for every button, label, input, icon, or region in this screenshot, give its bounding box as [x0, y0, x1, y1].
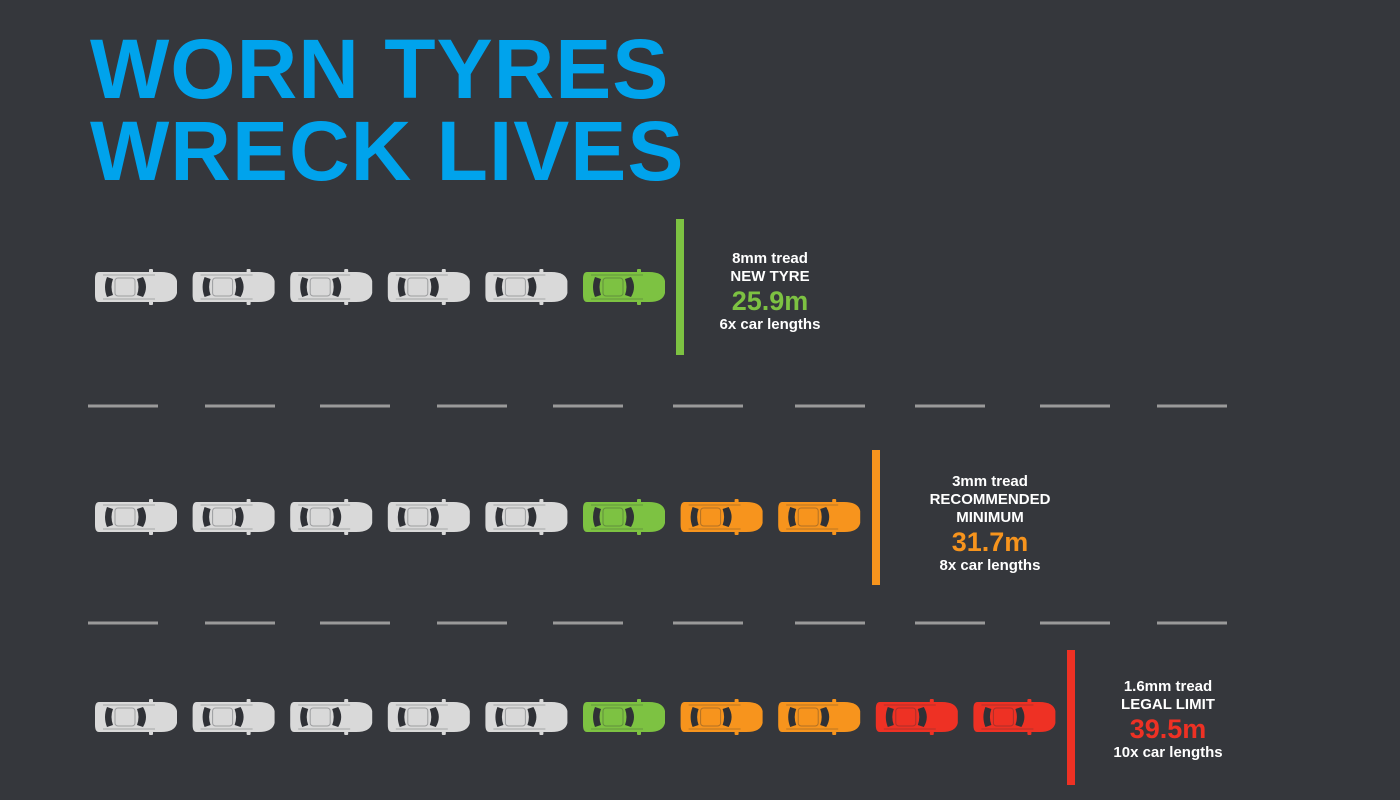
tread-status-text: NEW TYRE: [730, 268, 810, 285]
car-icon: [485, 499, 568, 535]
car-lengths-text: 8x car lengths: [939, 557, 1041, 574]
stopping-distance-value: 25.9m: [731, 286, 809, 316]
lane-dash: [915, 404, 985, 408]
car-icon: [95, 269, 177, 305]
lane-dash: [553, 621, 623, 625]
tread-status-text: RECOMMENDED MINIMUM: [929, 491, 1051, 526]
lane-dash: [795, 621, 865, 625]
car-icon: [778, 699, 861, 735]
car-icon: [95, 499, 177, 535]
car-icon: [778, 499, 861, 535]
tread-status-text: LEGAL LIMIT: [1121, 696, 1215, 713]
car-icon: [583, 699, 665, 735]
car-icon: [192, 699, 275, 735]
car-lengths-text: 6x car lengths: [719, 316, 821, 333]
car-icon: [290, 269, 373, 305]
lane-dash: [88, 621, 158, 625]
lane-marking: [88, 621, 1227, 625]
page-title: WORN TYRES WRECK LIVES: [90, 22, 685, 198]
stop-line: [1067, 650, 1075, 785]
stop-line: [676, 219, 684, 355]
tread-depth-text: 8mm tread: [732, 250, 808, 267]
lane-dash: [205, 404, 275, 408]
car-icon: [875, 699, 958, 735]
car-icon: [192, 499, 275, 535]
lane-dash: [320, 404, 390, 408]
title-line-2: WRECK LIVES: [90, 104, 685, 198]
stopping-distance-value: 39.5m: [1129, 714, 1207, 744]
car-icon: [290, 699, 373, 735]
car-icon: [485, 269, 568, 305]
tread-depth-text: 1.6mm tread: [1123, 678, 1213, 695]
lane-marking: [88, 404, 1227, 408]
car-row: [95, 450, 880, 585]
car-icon: [583, 269, 665, 305]
lane-dash: [673, 621, 743, 625]
car-icon: [973, 699, 1056, 735]
car-lengths-text: 10x car lengths: [1113, 744, 1223, 761]
car-icon: [192, 269, 275, 305]
lane-dash: [673, 404, 743, 408]
lane-dash: [1157, 404, 1227, 408]
car-icon: [680, 499, 763, 535]
row-label-legal-limit: 1.6mm tread LEGAL LIMIT 39.5m 10x car le…: [1093, 678, 1243, 762]
lane-dash: [437, 621, 507, 625]
car-icon: [290, 499, 373, 535]
car-icon: [387, 269, 470, 305]
lane-dash: [1040, 621, 1110, 625]
lane-dash: [88, 404, 158, 408]
car-icon: [387, 699, 470, 735]
lane-dash: [915, 621, 985, 625]
row-label-new-tyre: 8mm tread NEW TYRE 25.9m 6x car lengths: [700, 250, 840, 334]
car-icon: [95, 699, 177, 735]
stopping-distance-value: 31.7m: [951, 527, 1029, 557]
lane-dash: [437, 404, 507, 408]
car-icon: [485, 699, 568, 735]
car-icon: [583, 499, 665, 535]
tread-depth-text: 3mm tread: [952, 473, 1028, 490]
lane-dash: [795, 404, 865, 408]
car-row: [95, 650, 1075, 785]
row-label-recommended-minimum: 3mm tread RECOMMENDED MINIMUM 31.7m 8x c…: [910, 473, 1070, 575]
car-icon: [680, 699, 763, 735]
stop-line: [872, 450, 880, 585]
lane-dash: [1157, 621, 1227, 625]
lane-dash: [320, 621, 390, 625]
lane-dash: [205, 621, 275, 625]
title-line-1: WORN TYRES: [90, 22, 670, 116]
lane-dash: [553, 404, 623, 408]
car-row: [95, 219, 684, 355]
lane-dash: [1040, 404, 1110, 408]
car-icon: [387, 499, 470, 535]
